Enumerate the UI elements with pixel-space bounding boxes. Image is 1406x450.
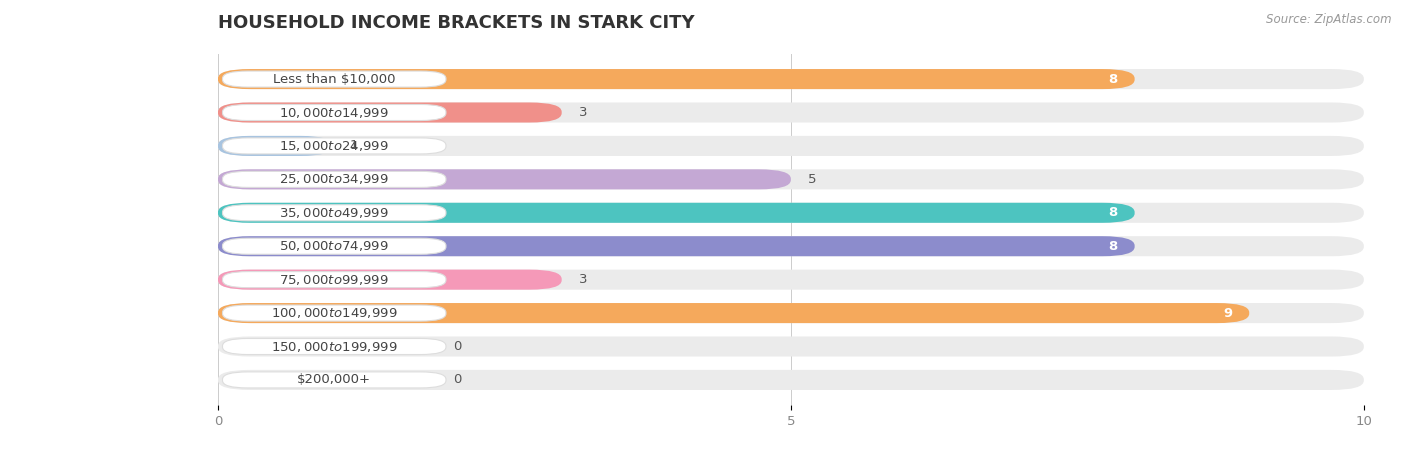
Text: 3: 3	[579, 106, 588, 119]
Text: 3: 3	[579, 273, 588, 286]
Text: Source: ZipAtlas.com: Source: ZipAtlas.com	[1267, 14, 1392, 27]
FancyBboxPatch shape	[222, 272, 446, 288]
Text: $10,000 to $14,999: $10,000 to $14,999	[280, 105, 389, 120]
Text: 9: 9	[1223, 306, 1232, 320]
Text: 0: 0	[453, 340, 461, 353]
FancyBboxPatch shape	[222, 138, 446, 154]
FancyBboxPatch shape	[218, 203, 1364, 223]
FancyBboxPatch shape	[222, 171, 446, 187]
Text: $35,000 to $49,999: $35,000 to $49,999	[280, 206, 389, 220]
FancyBboxPatch shape	[218, 136, 333, 156]
FancyBboxPatch shape	[218, 270, 1364, 290]
FancyBboxPatch shape	[218, 370, 1364, 390]
FancyBboxPatch shape	[222, 205, 446, 221]
Text: $25,000 to $34,999: $25,000 to $34,999	[280, 172, 389, 186]
FancyBboxPatch shape	[218, 270, 562, 290]
Text: 8: 8	[1108, 240, 1118, 253]
FancyBboxPatch shape	[218, 303, 1250, 323]
Text: $75,000 to $99,999: $75,000 to $99,999	[280, 273, 389, 287]
FancyBboxPatch shape	[218, 169, 1364, 189]
FancyBboxPatch shape	[218, 337, 1364, 356]
Text: HOUSEHOLD INCOME BRACKETS IN STARK CITY: HOUSEHOLD INCOME BRACKETS IN STARK CITY	[218, 14, 695, 32]
FancyBboxPatch shape	[218, 69, 1364, 89]
FancyBboxPatch shape	[222, 238, 446, 254]
FancyBboxPatch shape	[222, 71, 446, 87]
Text: $100,000 to $149,999: $100,000 to $149,999	[271, 306, 398, 320]
FancyBboxPatch shape	[218, 169, 790, 189]
FancyBboxPatch shape	[218, 236, 1364, 256]
Text: $15,000 to $24,999: $15,000 to $24,999	[280, 139, 389, 153]
Text: $200,000+: $200,000+	[297, 374, 371, 387]
Text: 1: 1	[350, 140, 359, 153]
Text: 8: 8	[1108, 206, 1118, 219]
FancyBboxPatch shape	[222, 305, 446, 321]
FancyBboxPatch shape	[218, 136, 1364, 156]
FancyBboxPatch shape	[218, 103, 1364, 122]
FancyBboxPatch shape	[222, 338, 446, 355]
FancyBboxPatch shape	[222, 372, 446, 388]
FancyBboxPatch shape	[222, 104, 446, 121]
Text: 8: 8	[1108, 72, 1118, 86]
FancyBboxPatch shape	[218, 69, 1135, 89]
Text: Less than $10,000: Less than $10,000	[273, 72, 395, 86]
FancyBboxPatch shape	[218, 236, 1135, 256]
FancyBboxPatch shape	[218, 203, 1135, 223]
Text: 5: 5	[808, 173, 817, 186]
FancyBboxPatch shape	[218, 303, 1364, 323]
Text: 0: 0	[453, 374, 461, 387]
Text: $50,000 to $74,999: $50,000 to $74,999	[280, 239, 389, 253]
Text: $150,000 to $199,999: $150,000 to $199,999	[271, 339, 398, 354]
FancyBboxPatch shape	[218, 103, 562, 122]
